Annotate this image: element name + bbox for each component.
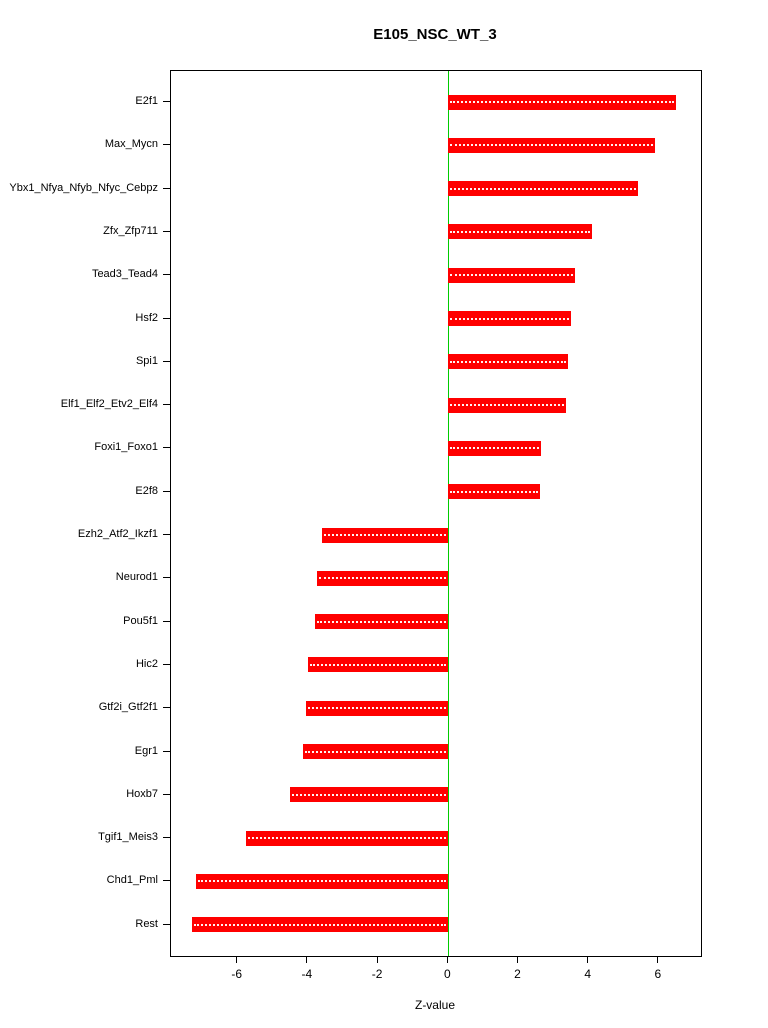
bar: [192, 917, 449, 933]
y-axis-tick: [163, 837, 170, 839]
bar: [448, 354, 568, 370]
x-tick-label: -2: [371, 967, 383, 981]
x-tick-label: -4: [301, 967, 313, 981]
category-label: Ybx1_Nfya_Nfyb_Nfyc_Cebpz: [9, 181, 158, 194]
category-label: E2f8: [135, 484, 158, 497]
category-label: Zfx_Zfp711: [103, 224, 158, 237]
category-label: Pou5f1: [123, 614, 158, 627]
x-axis-tick: [657, 956, 659, 963]
category-label: Max_Mycn: [104, 138, 158, 151]
category-label: Tead3_Tead4: [91, 268, 158, 281]
x-axis-tick: [587, 956, 589, 963]
zero-line: [447, 71, 449, 956]
bar: [448, 311, 572, 326]
bar: [195, 873, 449, 889]
y-axis-tick: [163, 577, 170, 579]
y-axis-tick: [163, 187, 170, 189]
y-axis-tick: [163, 750, 170, 752]
x-tick-label: -6: [231, 967, 243, 981]
category-label: Tgif1_Meis3: [98, 831, 158, 844]
bar: [314, 614, 449, 630]
bar: [448, 224, 593, 240]
y-axis-tick: [163, 404, 170, 406]
bar: [302, 744, 449, 759]
plot-area: [170, 70, 702, 957]
chart-title: E105_NSC_WT_3: [373, 26, 497, 43]
y-axis-tick: [163, 707, 170, 709]
category-label: Ezh2_Atf2_Ikzf1: [77, 528, 158, 540]
category-label: Hoxb7: [126, 787, 158, 800]
bar: [448, 484, 540, 500]
bar: [307, 657, 449, 673]
x-axis-tick: [236, 956, 238, 963]
bar: [246, 830, 449, 846]
y-axis-tick: [163, 880, 170, 882]
bar: [321, 527, 449, 543]
bar: [448, 440, 542, 456]
bar: [448, 397, 566, 413]
bar: [448, 267, 575, 283]
x-axis-label: Z-value: [414, 998, 455, 1012]
x-tick-label: 4: [584, 967, 592, 981]
y-axis-tick: [163, 360, 170, 362]
y-axis-tick: [163, 923, 170, 925]
x-tick-label: 2: [514, 967, 521, 981]
y-axis-tick: [163, 101, 170, 102]
bar: [316, 570, 449, 586]
category-label: Elf1_Elf2_Etv2_Elf4: [60, 398, 158, 411]
x-axis-tick: [516, 956, 518, 963]
category-label: Neurod1: [115, 571, 158, 584]
y-axis-tick: [163, 230, 170, 232]
y-axis-tick: [163, 620, 170, 622]
x-tick-label: 0: [443, 967, 451, 981]
bar: [306, 700, 449, 716]
y-axis-tick: [163, 534, 170, 535]
category-label: Chd1_Pml: [106, 874, 158, 887]
bar: [290, 787, 449, 803]
x-axis-tick: [446, 956, 448, 963]
category-label: Foxi1_Foxo1: [94, 441, 158, 454]
category-label: Gtf2i_Gtf2f1: [98, 701, 158, 714]
category-label: Egr1: [134, 744, 158, 757]
y-axis-tick: [163, 274, 170, 276]
x-axis-tick: [306, 956, 308, 963]
x-tick-label: 6: [654, 967, 662, 981]
y-axis-tick: [163, 317, 170, 319]
y-axis-tick: [163, 663, 170, 665]
y-axis-tick: [163, 793, 170, 795]
x-axis-tick: [376, 956, 378, 963]
y-axis-tick: [163, 144, 170, 146]
bar: [448, 137, 656, 153]
y-axis-tick: [163, 490, 170, 492]
bar: [448, 181, 638, 197]
category-label: Rest: [135, 917, 158, 930]
category-label: Spi1: [135, 354, 158, 367]
y-axis-tick: [163, 447, 170, 449]
category-label: Hsf2: [135, 311, 158, 324]
bar: [448, 94, 677, 110]
category-label: E2f1: [135, 95, 158, 107]
category-label: Hic2: [135, 657, 158, 670]
